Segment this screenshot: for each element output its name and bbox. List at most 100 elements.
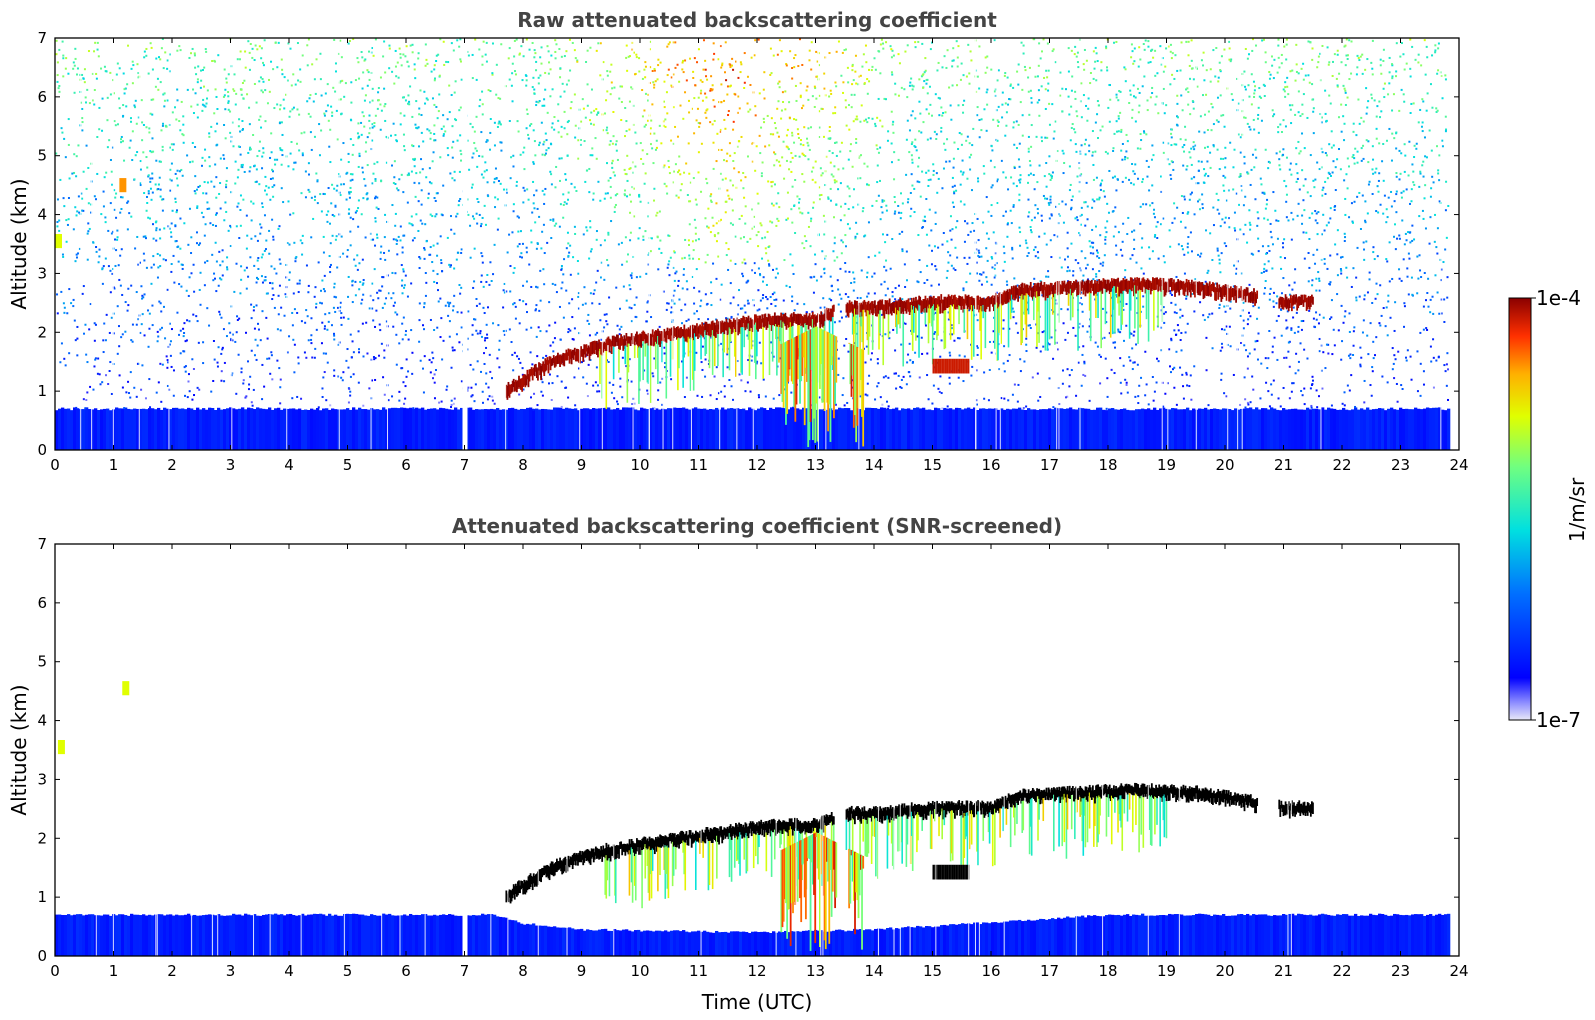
noise-pixel [181, 174, 184, 177]
noise-pixel [136, 63, 139, 66]
noise-pixel [1279, 405, 1282, 408]
noise-pixel [395, 363, 398, 366]
noise-pixel [851, 65, 854, 68]
noise-pixel [1356, 161, 1359, 164]
noise-pixel [484, 337, 487, 340]
noise-pixel [960, 62, 963, 65]
noise-pixel [271, 378, 274, 381]
bl-column [265, 409, 269, 450]
noise-pixel [754, 169, 757, 172]
noise-pixel [1252, 253, 1255, 256]
noise-pixel [682, 268, 685, 271]
noise-pixel [1117, 330, 1120, 333]
noise-pixel [798, 198, 801, 201]
noise-pixel [1218, 307, 1221, 310]
noise-pixel [215, 176, 218, 179]
noise-pixel [1391, 347, 1394, 350]
noise-pixel [971, 365, 974, 368]
noise-pixel [372, 319, 375, 322]
noise-pixel [625, 365, 628, 368]
noise-pixel [213, 277, 216, 280]
noise-pixel [1117, 115, 1120, 118]
noise-pixel [1302, 231, 1305, 234]
noise-pixel [154, 183, 157, 186]
noise-pixel [1013, 166, 1016, 169]
noise-pixel [1163, 321, 1166, 324]
noise-pixel [147, 309, 150, 312]
noise-pixel [329, 263, 332, 266]
noise-pixel [1028, 159, 1031, 162]
bl-column [226, 408, 230, 450]
noise-pixel [998, 368, 1001, 371]
noise-pixel [968, 256, 971, 259]
noise-pixel [995, 109, 998, 112]
noise-pixel [1257, 250, 1260, 253]
noise-pixel [1307, 40, 1310, 43]
noise-pixel [393, 301, 396, 304]
noise-pixel [776, 53, 779, 56]
noise-pixel [455, 215, 458, 218]
noise-pixel [417, 126, 420, 129]
noise-pixel [175, 211, 178, 214]
noise-pixel [402, 268, 405, 271]
noise-pixel [578, 332, 581, 335]
noise-pixel [295, 142, 298, 145]
noise-pixel [926, 78, 929, 81]
noise-pixel [1358, 295, 1361, 298]
noise-pixel [71, 172, 74, 175]
noise-pixel [168, 227, 171, 230]
noise-pixel [560, 267, 563, 270]
noise-pixel [223, 157, 226, 160]
noise-pixel [1341, 340, 1344, 343]
bl-column [409, 407, 413, 450]
noise-pixel [1137, 402, 1140, 405]
noise-pixel [208, 165, 211, 168]
noise-pixel [324, 313, 327, 316]
noise-pixel [1276, 295, 1279, 298]
noise-pixel [1277, 220, 1280, 223]
noise-pixel [108, 331, 111, 334]
bl-column [1015, 408, 1019, 450]
noise-pixel [336, 138, 339, 141]
noise-pixel [668, 41, 671, 44]
bl-column [1192, 408, 1196, 450]
noise-pixel [1175, 312, 1178, 315]
noise-pixel [886, 287, 889, 290]
noise-pixel [509, 265, 512, 268]
noise-pixel [810, 276, 813, 279]
noise-pixel [1150, 158, 1153, 161]
noise-pixel [761, 237, 764, 240]
noise-pixel [1028, 66, 1031, 69]
noise-pixel [1094, 225, 1097, 228]
noise-pixel [992, 340, 995, 343]
noise-pixel [1175, 123, 1178, 126]
noise-pixel [298, 279, 301, 282]
noise-pixel [1398, 277, 1401, 280]
noise-pixel [307, 339, 310, 342]
bl-column [664, 409, 668, 450]
bl-column [496, 407, 500, 450]
noise-pixel [231, 121, 234, 124]
noise-pixel [269, 156, 272, 159]
bl-column [124, 407, 128, 450]
noise-pixel [195, 231, 198, 234]
noise-pixel [597, 112, 600, 115]
noise-pixel [906, 201, 909, 204]
noise-pixel [894, 201, 897, 204]
noise-pixel [281, 73, 284, 76]
noise-pixel [1291, 104, 1294, 107]
noise-pixel [1222, 157, 1225, 160]
noise-pixel [203, 104, 206, 107]
noise-pixel [449, 265, 452, 268]
noise-pixel [625, 260, 628, 263]
noise-pixel [287, 200, 290, 203]
bl-column [1171, 408, 1175, 450]
noise-pixel [351, 284, 354, 287]
noise-pixel [940, 392, 943, 395]
noise-pixel [1185, 88, 1188, 91]
noise-pixel [393, 160, 396, 163]
panel-raw-title: Raw attenuated backscattering coefficien… [517, 8, 997, 32]
noise-pixel [172, 143, 175, 146]
noise-pixel [188, 56, 191, 59]
bl-column [481, 409, 485, 450]
